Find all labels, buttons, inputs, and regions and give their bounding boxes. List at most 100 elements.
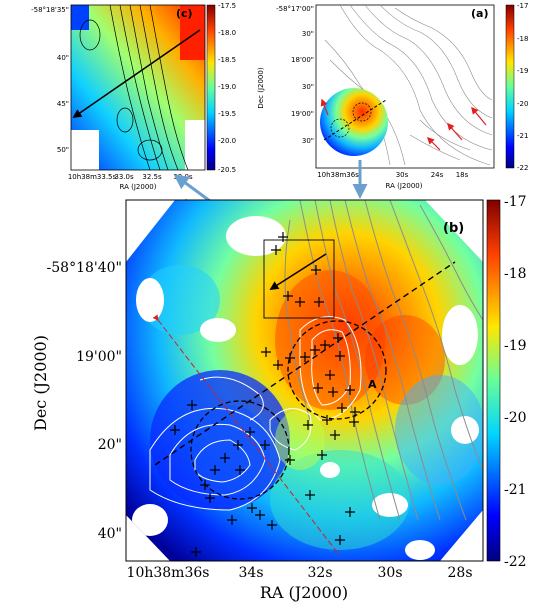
clump-label-a: A xyxy=(368,378,377,391)
cbar-a-tick: -21 xyxy=(517,132,528,140)
cbar-c-tick: -18.5 xyxy=(218,56,236,64)
ytick-a: 18'00" xyxy=(291,56,314,64)
ytick-a: 19'00" xyxy=(291,110,314,118)
panel-c-xticks: 10h38m33.5s 33.0s 32.5s 32.0s xyxy=(68,173,193,181)
source-plus-marker xyxy=(303,420,313,430)
panel-b: (b) A -17 -18 -19 -20 -21 -22 -58°18'40"… xyxy=(31,194,527,602)
cbar-b-tick: -17 xyxy=(504,194,527,210)
source-plus-marker xyxy=(271,245,281,255)
xtick-a: 30s xyxy=(396,171,409,179)
cbar-b-tick: -20 xyxy=(504,410,527,426)
xtick-c: 10h38m33.5s xyxy=(68,173,117,181)
panel-b-ylabel: Dec (J2000) xyxy=(31,335,50,431)
panel-c-yticks: -58°18'35" 40" 45" 50" xyxy=(31,6,69,154)
cbar-c-tick: -19.0 xyxy=(218,83,236,91)
xtick-b: 32s xyxy=(308,565,333,581)
source-plus-marker xyxy=(278,232,288,242)
ytick-c: -58°18'35" xyxy=(31,6,69,14)
source-plus-marker xyxy=(310,345,320,355)
cbar-a-tick: -19 xyxy=(517,67,528,75)
source-plus-marker xyxy=(313,383,323,393)
panel-a-label: (a) xyxy=(471,7,488,20)
ytick-c: 40" xyxy=(57,54,69,62)
source-plus-marker xyxy=(350,407,360,417)
panel-a-colorbar-ticks: -17 -18 -19 -20 -21 -22 xyxy=(517,2,528,172)
xtick-b: 30s xyxy=(378,565,403,581)
panel-b-map xyxy=(126,200,483,561)
source-plus-marker xyxy=(285,455,295,465)
cbar-c-tick: -17.5 xyxy=(218,2,236,10)
ytick-a: 30" xyxy=(302,137,314,145)
source-plus-marker xyxy=(322,415,332,425)
source-plus-marker xyxy=(220,453,230,463)
panel-b-zoom-box xyxy=(263,239,335,319)
panel-b-colorbar xyxy=(486,199,501,562)
source-plus-marker xyxy=(335,535,345,545)
panel-a: (a) -17 -18 -19 -20 -21 -22 -58°17'00" 3… xyxy=(257,2,528,190)
source-plus-marker xyxy=(305,490,315,500)
panel-c-colorbar xyxy=(206,4,216,171)
source-plus-marker xyxy=(349,417,359,427)
source-plus-marker xyxy=(210,465,220,475)
source-plus-marker xyxy=(345,385,355,395)
source-plus-marker xyxy=(300,352,310,362)
source-plus-marker xyxy=(325,370,335,380)
panel-b-yticks: -58°18'40" 19'00" 20" 40" xyxy=(47,260,122,542)
source-plus-marker xyxy=(295,297,305,307)
panel-b-red-axis xyxy=(152,314,341,557)
panel-b-label: (b) xyxy=(443,221,464,236)
panel-a-ylabel: Dec (J2000) xyxy=(257,67,265,108)
source-plus-marker xyxy=(283,291,293,301)
source-plus-marker xyxy=(345,507,355,517)
source-plus-marker xyxy=(205,493,215,503)
cbar-c-tick: -19.5 xyxy=(218,110,236,118)
cbar-a-tick: -18 xyxy=(517,35,528,43)
source-plus-marker xyxy=(170,425,180,435)
source-plus-marker xyxy=(235,465,245,475)
ytick-a: -58°17'00" xyxy=(276,5,314,13)
panel-b-colorbar-ticks: -17 -18 -19 -20 -21 -22 xyxy=(504,194,527,570)
ytick-b: 20" xyxy=(98,437,122,453)
ytick-b: 40" xyxy=(98,526,122,542)
source-plus-marker xyxy=(261,347,271,357)
panel-c: (c) -17.5 -18.0 -18.5 -19.0 -19.5 -20.0 … xyxy=(31,2,236,191)
xtick-c: 32.5s xyxy=(142,173,162,181)
cbar-c-tick: -18.0 xyxy=(218,29,236,37)
cbar-b-tick: -22 xyxy=(504,554,527,570)
panel-a-xlabel: RA (J2000) xyxy=(386,182,423,190)
panel-b-white-contours xyxy=(149,316,362,511)
source-plus-marker xyxy=(260,440,270,450)
panel-a-yticks: -58°17'00" 30" 18'00" 30" 19'00" 30" xyxy=(276,5,314,145)
cbar-a-tick: -22 xyxy=(517,164,528,172)
ytick-c: 50" xyxy=(57,146,69,154)
xtick-b: 10h38m36s xyxy=(127,565,210,581)
source-plus-marker xyxy=(255,510,265,520)
xtick-a: 24s xyxy=(431,171,444,179)
panel-b-source-markers xyxy=(170,232,360,557)
source-plus-marker xyxy=(320,340,330,350)
ytick-a: 30" xyxy=(302,30,314,38)
panel-c-colorbar-ticks: -17.5 -18.0 -18.5 -19.0 -19.5 -20.0 -20.… xyxy=(218,2,236,174)
source-plus-marker xyxy=(330,430,340,440)
source-plus-marker xyxy=(187,400,197,410)
source-plus-marker xyxy=(227,515,237,525)
ytick-c: 45" xyxy=(57,100,69,108)
panel-b-clump-circle xyxy=(190,400,290,500)
cbar-b-tick: -21 xyxy=(504,482,527,498)
panel-b-outflow-arrow xyxy=(269,253,327,290)
panel-c-xlabel: RA (J2000) xyxy=(120,183,157,191)
panel-b-dashed-axis xyxy=(154,261,456,466)
source-plus-marker xyxy=(247,503,257,513)
panel-a-inset-map xyxy=(320,88,388,156)
panel-a-red-arrows xyxy=(320,98,487,151)
xtick-b: 28s xyxy=(448,565,473,581)
source-plus-marker xyxy=(333,333,343,343)
source-plus-marker xyxy=(337,403,347,413)
source-plus-marker xyxy=(273,360,283,370)
panel-b-xlabel: RA (J2000) xyxy=(260,583,348,602)
source-plus-marker xyxy=(335,351,345,361)
source-plus-marker xyxy=(245,427,255,437)
source-plus-marker xyxy=(285,353,295,363)
cbar-b-tick: -19 xyxy=(504,338,527,354)
